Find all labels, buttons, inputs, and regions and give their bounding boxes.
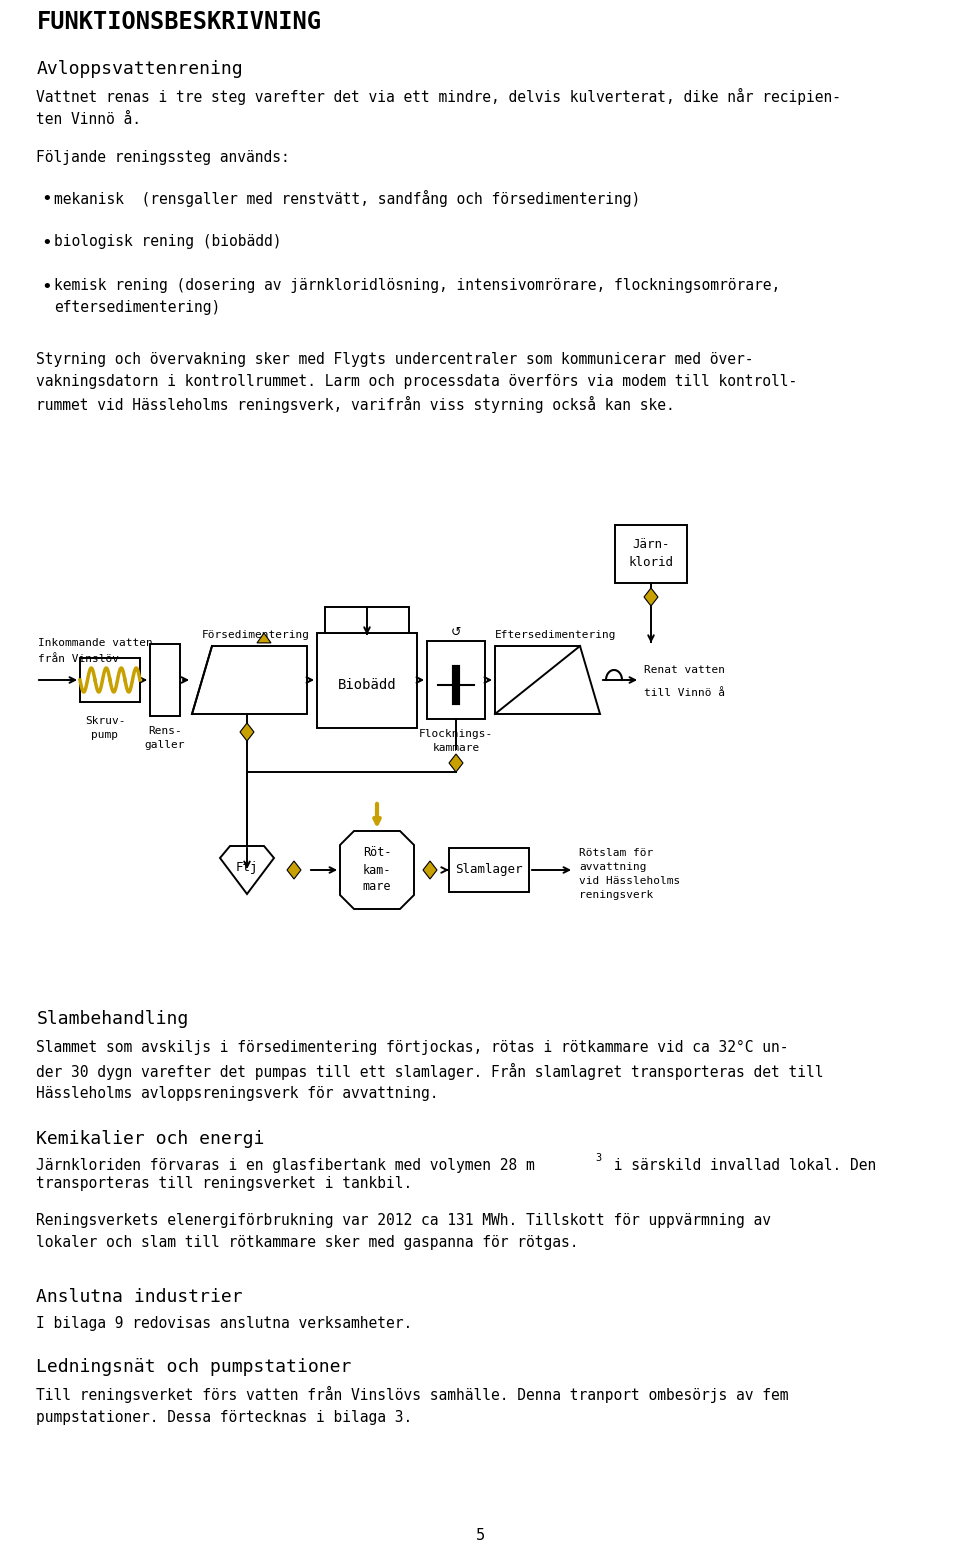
Polygon shape [340,831,414,909]
Text: transporteras till reningsverket i tankbil.: transporteras till reningsverket i tankb… [36,1176,413,1191]
Text: i särskild invallad lokal. Den: i särskild invallad lokal. Den [605,1159,876,1173]
Polygon shape [644,588,658,606]
Text: pump: pump [91,731,118,740]
Text: Slambehandling: Slambehandling [36,1010,189,1028]
Text: mekanisk  (rensgaller med renstvätt, sandfång och försedimentering): mekanisk (rensgaller med renstvätt, sand… [55,191,640,206]
FancyBboxPatch shape [427,641,485,720]
Text: Rens-: Rens- [148,726,181,737]
Text: Till reningsverket förs vatten från Vinslövs samhälle. Denna tranport ombesörjs : Till reningsverket förs vatten från Vins… [36,1387,789,1425]
Text: Järnkloriden förvaras i en glasfibertank med volymen 28 m: Järnkloriden förvaras i en glasfibertank… [36,1159,536,1173]
Polygon shape [220,845,274,893]
Text: I bilaga 9 redovisas anslutna verksamheter.: I bilaga 9 redovisas anslutna verksamhet… [36,1315,413,1331]
FancyBboxPatch shape [449,848,529,892]
Text: Röt-
kam-
mare: Röt- kam- mare [363,847,392,893]
Polygon shape [287,861,301,879]
Text: Slammet som avskiljs i försedimentering förtjockas, rötas i rötkammare vid ca 32: Slammet som avskiljs i försedimentering … [36,1041,824,1101]
Text: Rötslam för: Rötslam för [579,848,653,858]
Text: galler: galler [145,740,185,751]
Polygon shape [495,647,600,713]
Text: biologisk rening (biobädd): biologisk rening (biobädd) [55,234,282,250]
Text: 5: 5 [475,1528,485,1543]
Text: Eftersedimentering: Eftersedimentering [495,630,616,641]
Text: Reningsverkets elenergiförbrukning var 2012 ca 131 MWh. Tillskott för uppvärmnin: Reningsverkets elenergiförbrukning var 2… [36,1213,772,1250]
Text: Ledningsnät och pumpstationer: Ledningsnät och pumpstationer [36,1359,352,1376]
Text: Styrning och övervakning sker med Flygts undercentraler som kommunicerar med öve: Styrning och övervakning sker med Flygts… [36,352,798,413]
Text: vid Hässleholms: vid Hässleholms [579,876,681,886]
Polygon shape [423,861,437,879]
Polygon shape [449,754,463,772]
Text: Järn-
klorid: Järn- klorid [629,538,674,569]
Text: Skruv-: Skruv- [84,717,125,726]
Text: Avloppsvattenrening: Avloppsvattenrening [36,60,243,78]
Text: •: • [41,191,52,208]
Text: Slamlager: Slamlager [455,864,523,876]
Text: kemisk rening (dosering av järnkloridlösning, intensivomrörare, flockningsomröra: kemisk rening (dosering av järnkloridlös… [55,278,780,315]
Text: 3: 3 [595,1152,601,1163]
Text: Inkommande vatten: Inkommande vatten [38,637,153,648]
Text: •: • [41,278,52,296]
FancyBboxPatch shape [615,524,687,583]
Text: från Vinslöv: från Vinslöv [38,655,119,664]
Polygon shape [257,633,271,644]
Text: Ftj: Ftj [236,861,258,873]
Text: till Vinnö å: till Vinnö å [644,689,725,698]
Text: ↺: ↺ [451,627,461,639]
Text: FUNKTIONSBESKRIVNING: FUNKTIONSBESKRIVNING [36,9,322,34]
Text: Försedimentering: Försedimentering [202,630,310,641]
Text: Kemikalier och energi: Kemikalier och energi [36,1131,265,1148]
Text: Biobädd: Biobädd [338,678,396,692]
Text: Vattnet renas i tre steg varefter det via ett mindre, delvis kulverterat, dike n: Vattnet renas i tre steg varefter det vi… [36,88,842,127]
Text: reningsverk: reningsverk [579,890,653,900]
Text: kammare: kammare [432,743,480,752]
Text: Renat vatten: Renat vatten [644,665,725,675]
Text: Anslutna industrier: Anslutna industrier [36,1287,243,1306]
Polygon shape [192,647,307,713]
FancyBboxPatch shape [150,644,180,717]
Text: Flocknings-: Flocknings- [419,729,493,738]
Text: •: • [41,234,52,251]
Polygon shape [240,723,254,741]
FancyBboxPatch shape [325,606,409,633]
Text: Följande reningssteg används:: Följande reningssteg används: [36,150,290,164]
FancyBboxPatch shape [317,633,417,727]
Text: avvattning: avvattning [579,862,646,872]
